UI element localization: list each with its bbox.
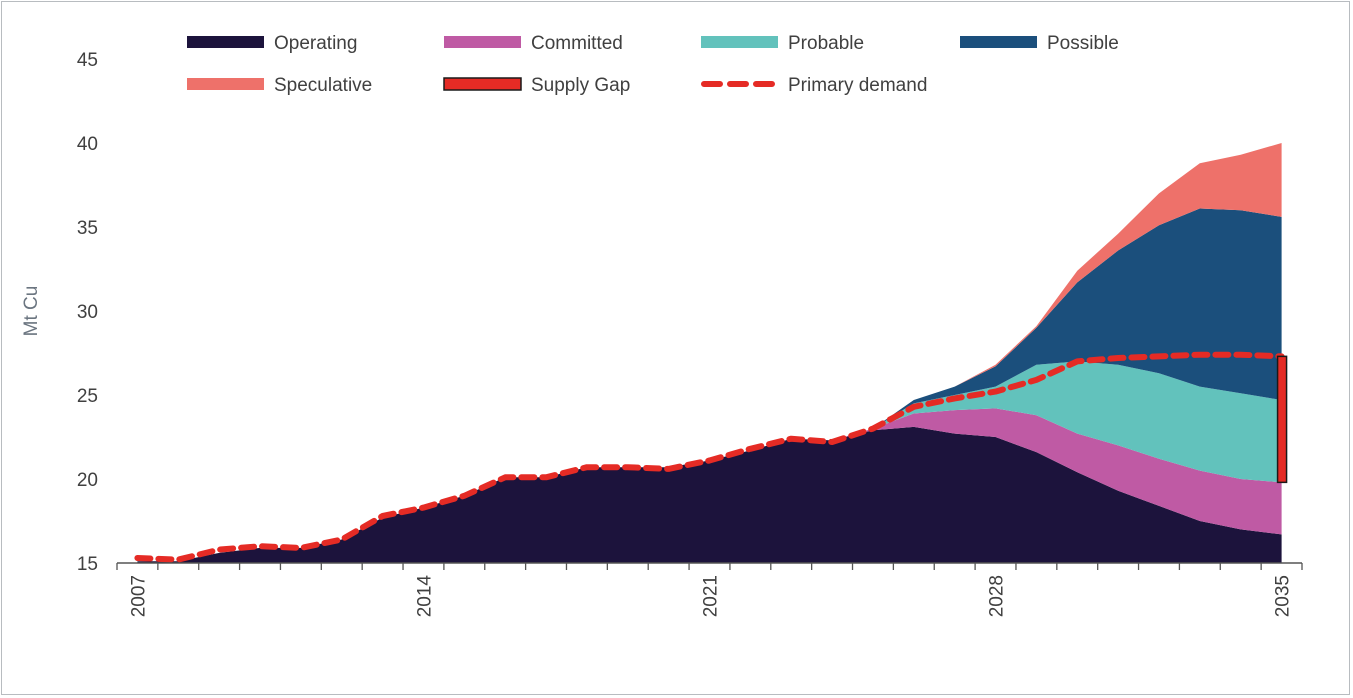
legend-label: Operating [274, 33, 357, 54]
legend-swatch [187, 78, 264, 90]
y-tick-label: 15 [77, 554, 98, 575]
legend-label: Speculative [274, 75, 372, 96]
legend-item-probable: Probable [701, 33, 864, 54]
y-tick-label: 20 [77, 470, 98, 491]
y-tick-label: 35 [77, 218, 98, 239]
legend-item-possible: Possible [960, 33, 1119, 54]
demand-line-group [134, 351, 1285, 563]
legend-label: Possible [1047, 33, 1119, 54]
x-tick-label: 2014 [414, 575, 435, 618]
y-tick-label: 40 [77, 134, 98, 155]
y-tick-label: 25 [77, 386, 98, 407]
x-tick-label: 2035 [1273, 575, 1294, 617]
legend-swatch [701, 36, 778, 48]
supply-gap-bar [1276, 355, 1288, 484]
legend-label: Probable [788, 33, 864, 54]
legend-label: Primary demand [788, 75, 927, 96]
supply-gap-group [1276, 355, 1288, 484]
legend: Operating Committed Probable Possible Specul… [187, 33, 1119, 96]
area-possible [137, 208, 1282, 562]
area-operating [137, 426, 1282, 563]
legend-item-primary-demand: Primary demand [701, 75, 927, 96]
legend-item-operating: Operating [187, 33, 357, 54]
area-probable [137, 361, 1282, 562]
y-axis-title: Mt Cu [21, 286, 42, 337]
y-tick-label: 30 [77, 302, 98, 323]
legend-item-supply-gap: Supply Gap [443, 75, 630, 96]
legend-label: Supply Gap [531, 75, 630, 96]
y-ticks: 15 20 25 30 35 40 45 [77, 50, 98, 575]
legend-item-committed: Committed [444, 33, 623, 54]
y-tick-label: 45 [77, 50, 98, 71]
legend-swatch [444, 36, 521, 48]
x-tick-label: 2007 [128, 575, 149, 617]
x-tick-label: 2028 [987, 575, 1008, 617]
x-tick-label: 2021 [701, 575, 722, 617]
x-ticks: 2007 2014 2021 2028 2035 [116, 563, 1303, 618]
legend-swatch [960, 36, 1037, 48]
legend-item-speculative: Speculative [187, 75, 372, 96]
legend-swatch [187, 36, 264, 48]
primary-demand-line [134, 351, 1285, 563]
legend-label: Committed [531, 33, 623, 54]
stacked-areas [137, 143, 1282, 563]
legend-swatch [443, 77, 522, 91]
